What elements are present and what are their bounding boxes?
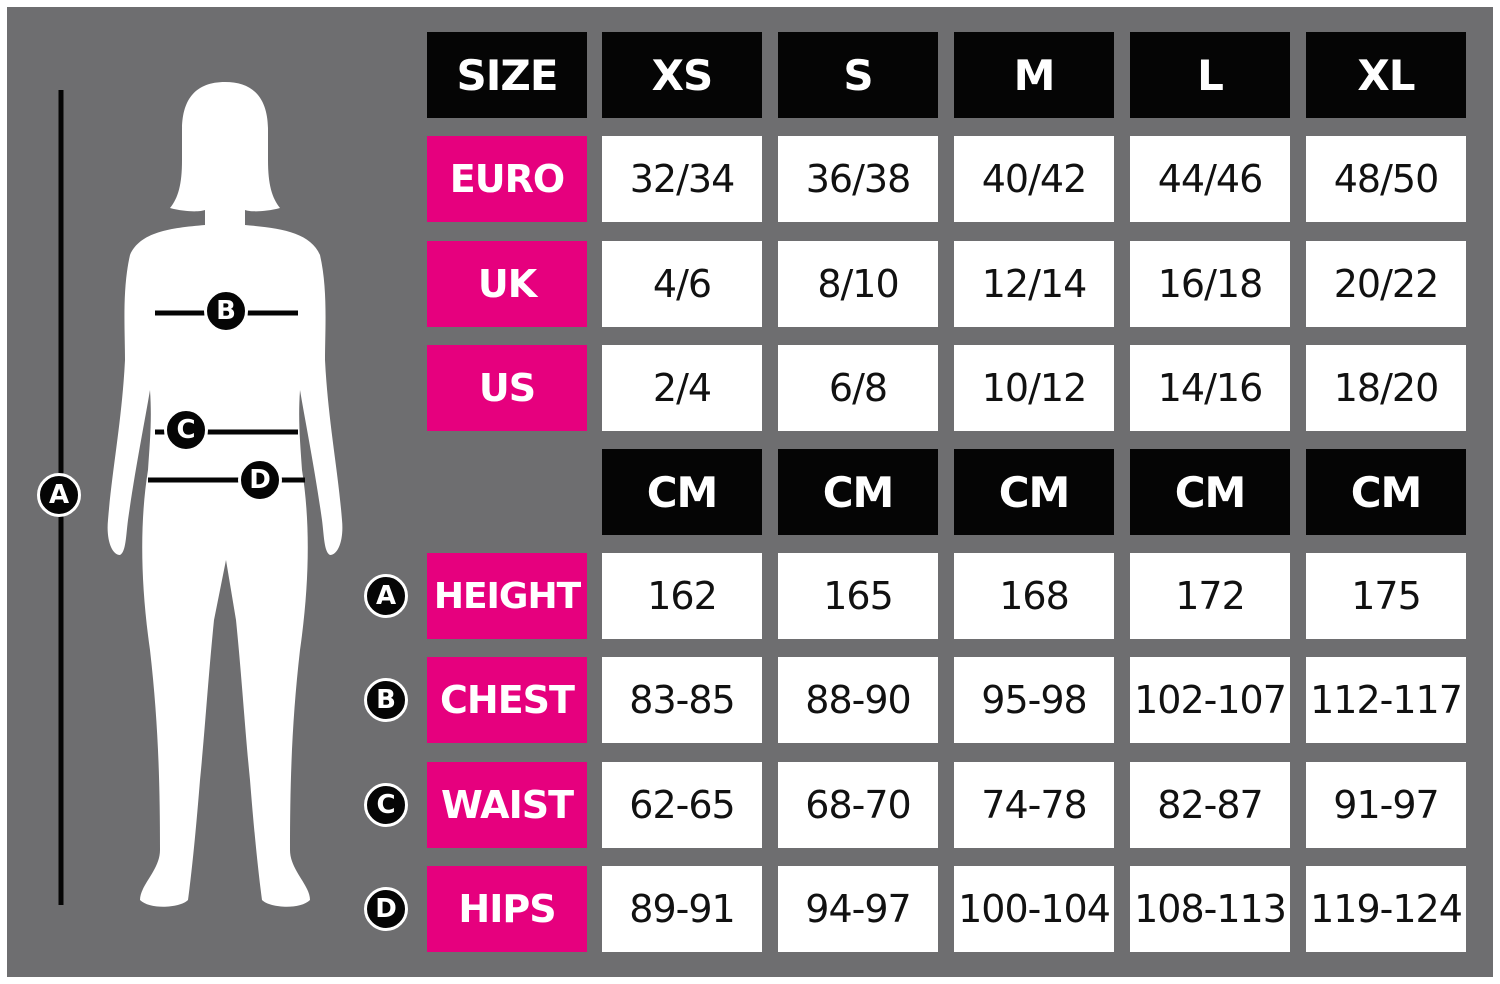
table-cell: 4/6 bbox=[602, 241, 762, 327]
table-cell: 32/34 bbox=[602, 136, 762, 222]
size-header-cell: M bbox=[954, 32, 1114, 118]
table-cell: 168 bbox=[954, 553, 1114, 639]
marker-d-badge: D bbox=[238, 458, 282, 502]
table-cell: 100-104 bbox=[954, 866, 1114, 952]
table-cell: 12/14 bbox=[954, 241, 1114, 327]
row-label: UK bbox=[427, 241, 587, 327]
table-cell: 165 bbox=[778, 553, 938, 639]
measurement-label: HEIGHT bbox=[427, 553, 587, 639]
size-label-header: SIZE bbox=[427, 32, 587, 118]
table-cell: 94-97 bbox=[778, 866, 938, 952]
unit-header-cell: CM bbox=[954, 449, 1114, 535]
table-cell: 18/20 bbox=[1306, 345, 1466, 431]
unit-header-cell: CM bbox=[1130, 449, 1290, 535]
row-marker-badge: D bbox=[364, 887, 408, 931]
marker-b-badge: B bbox=[204, 289, 248, 333]
row-marker-badge: B bbox=[364, 678, 408, 722]
unit-header-cell: CM bbox=[602, 449, 762, 535]
row-label: US bbox=[427, 345, 587, 431]
size-header-cell: XL bbox=[1306, 32, 1466, 118]
table-cell: 20/22 bbox=[1306, 241, 1466, 327]
table-cell: 88-90 bbox=[778, 657, 938, 743]
table-cell: 83-85 bbox=[602, 657, 762, 743]
size-header-cell: S bbox=[778, 32, 938, 118]
table-cell: 112-117 bbox=[1306, 657, 1466, 743]
table-cell: 172 bbox=[1130, 553, 1290, 639]
measurement-label: CHEST bbox=[427, 657, 587, 743]
table-cell: 175 bbox=[1306, 553, 1466, 639]
table-cell: 68-70 bbox=[778, 762, 938, 848]
marker-c-badge: C bbox=[164, 408, 208, 452]
table-cell: 162 bbox=[602, 553, 762, 639]
size-header-cell: XS bbox=[602, 32, 762, 118]
table-cell: 119-124 bbox=[1306, 866, 1466, 952]
table-cell: 108-113 bbox=[1130, 866, 1290, 952]
row-marker-badge: A bbox=[364, 574, 408, 618]
size-header-cell: L bbox=[1130, 32, 1290, 118]
table-cell: 44/46 bbox=[1130, 136, 1290, 222]
table-cell: 74-78 bbox=[954, 762, 1114, 848]
marker-a-badge: A bbox=[37, 473, 81, 517]
table-cell: 36/38 bbox=[778, 136, 938, 222]
table-cell: 2/4 bbox=[602, 345, 762, 431]
table-cell: 40/42 bbox=[954, 136, 1114, 222]
table-cell: 48/50 bbox=[1306, 136, 1466, 222]
unit-header-cell: CM bbox=[778, 449, 938, 535]
measurement-label: WAIST bbox=[427, 762, 587, 848]
table-cell: 95-98 bbox=[954, 657, 1114, 743]
table-cell: 6/8 bbox=[778, 345, 938, 431]
table-cell: 91-97 bbox=[1306, 762, 1466, 848]
measurement-label: HIPS bbox=[427, 866, 587, 952]
row-label: EURO bbox=[427, 136, 587, 222]
table-cell: 102-107 bbox=[1130, 657, 1290, 743]
row-marker-badge: C bbox=[364, 783, 408, 827]
table-cell: 10/12 bbox=[954, 345, 1114, 431]
table-cell: 8/10 bbox=[778, 241, 938, 327]
unit-header-cell: CM bbox=[1306, 449, 1466, 535]
table-cell: 16/18 bbox=[1130, 241, 1290, 327]
table-cell: 14/16 bbox=[1130, 345, 1290, 431]
table-cell: 82-87 bbox=[1130, 762, 1290, 848]
table-cell: 89-91 bbox=[602, 866, 762, 952]
table-cell: 62-65 bbox=[602, 762, 762, 848]
